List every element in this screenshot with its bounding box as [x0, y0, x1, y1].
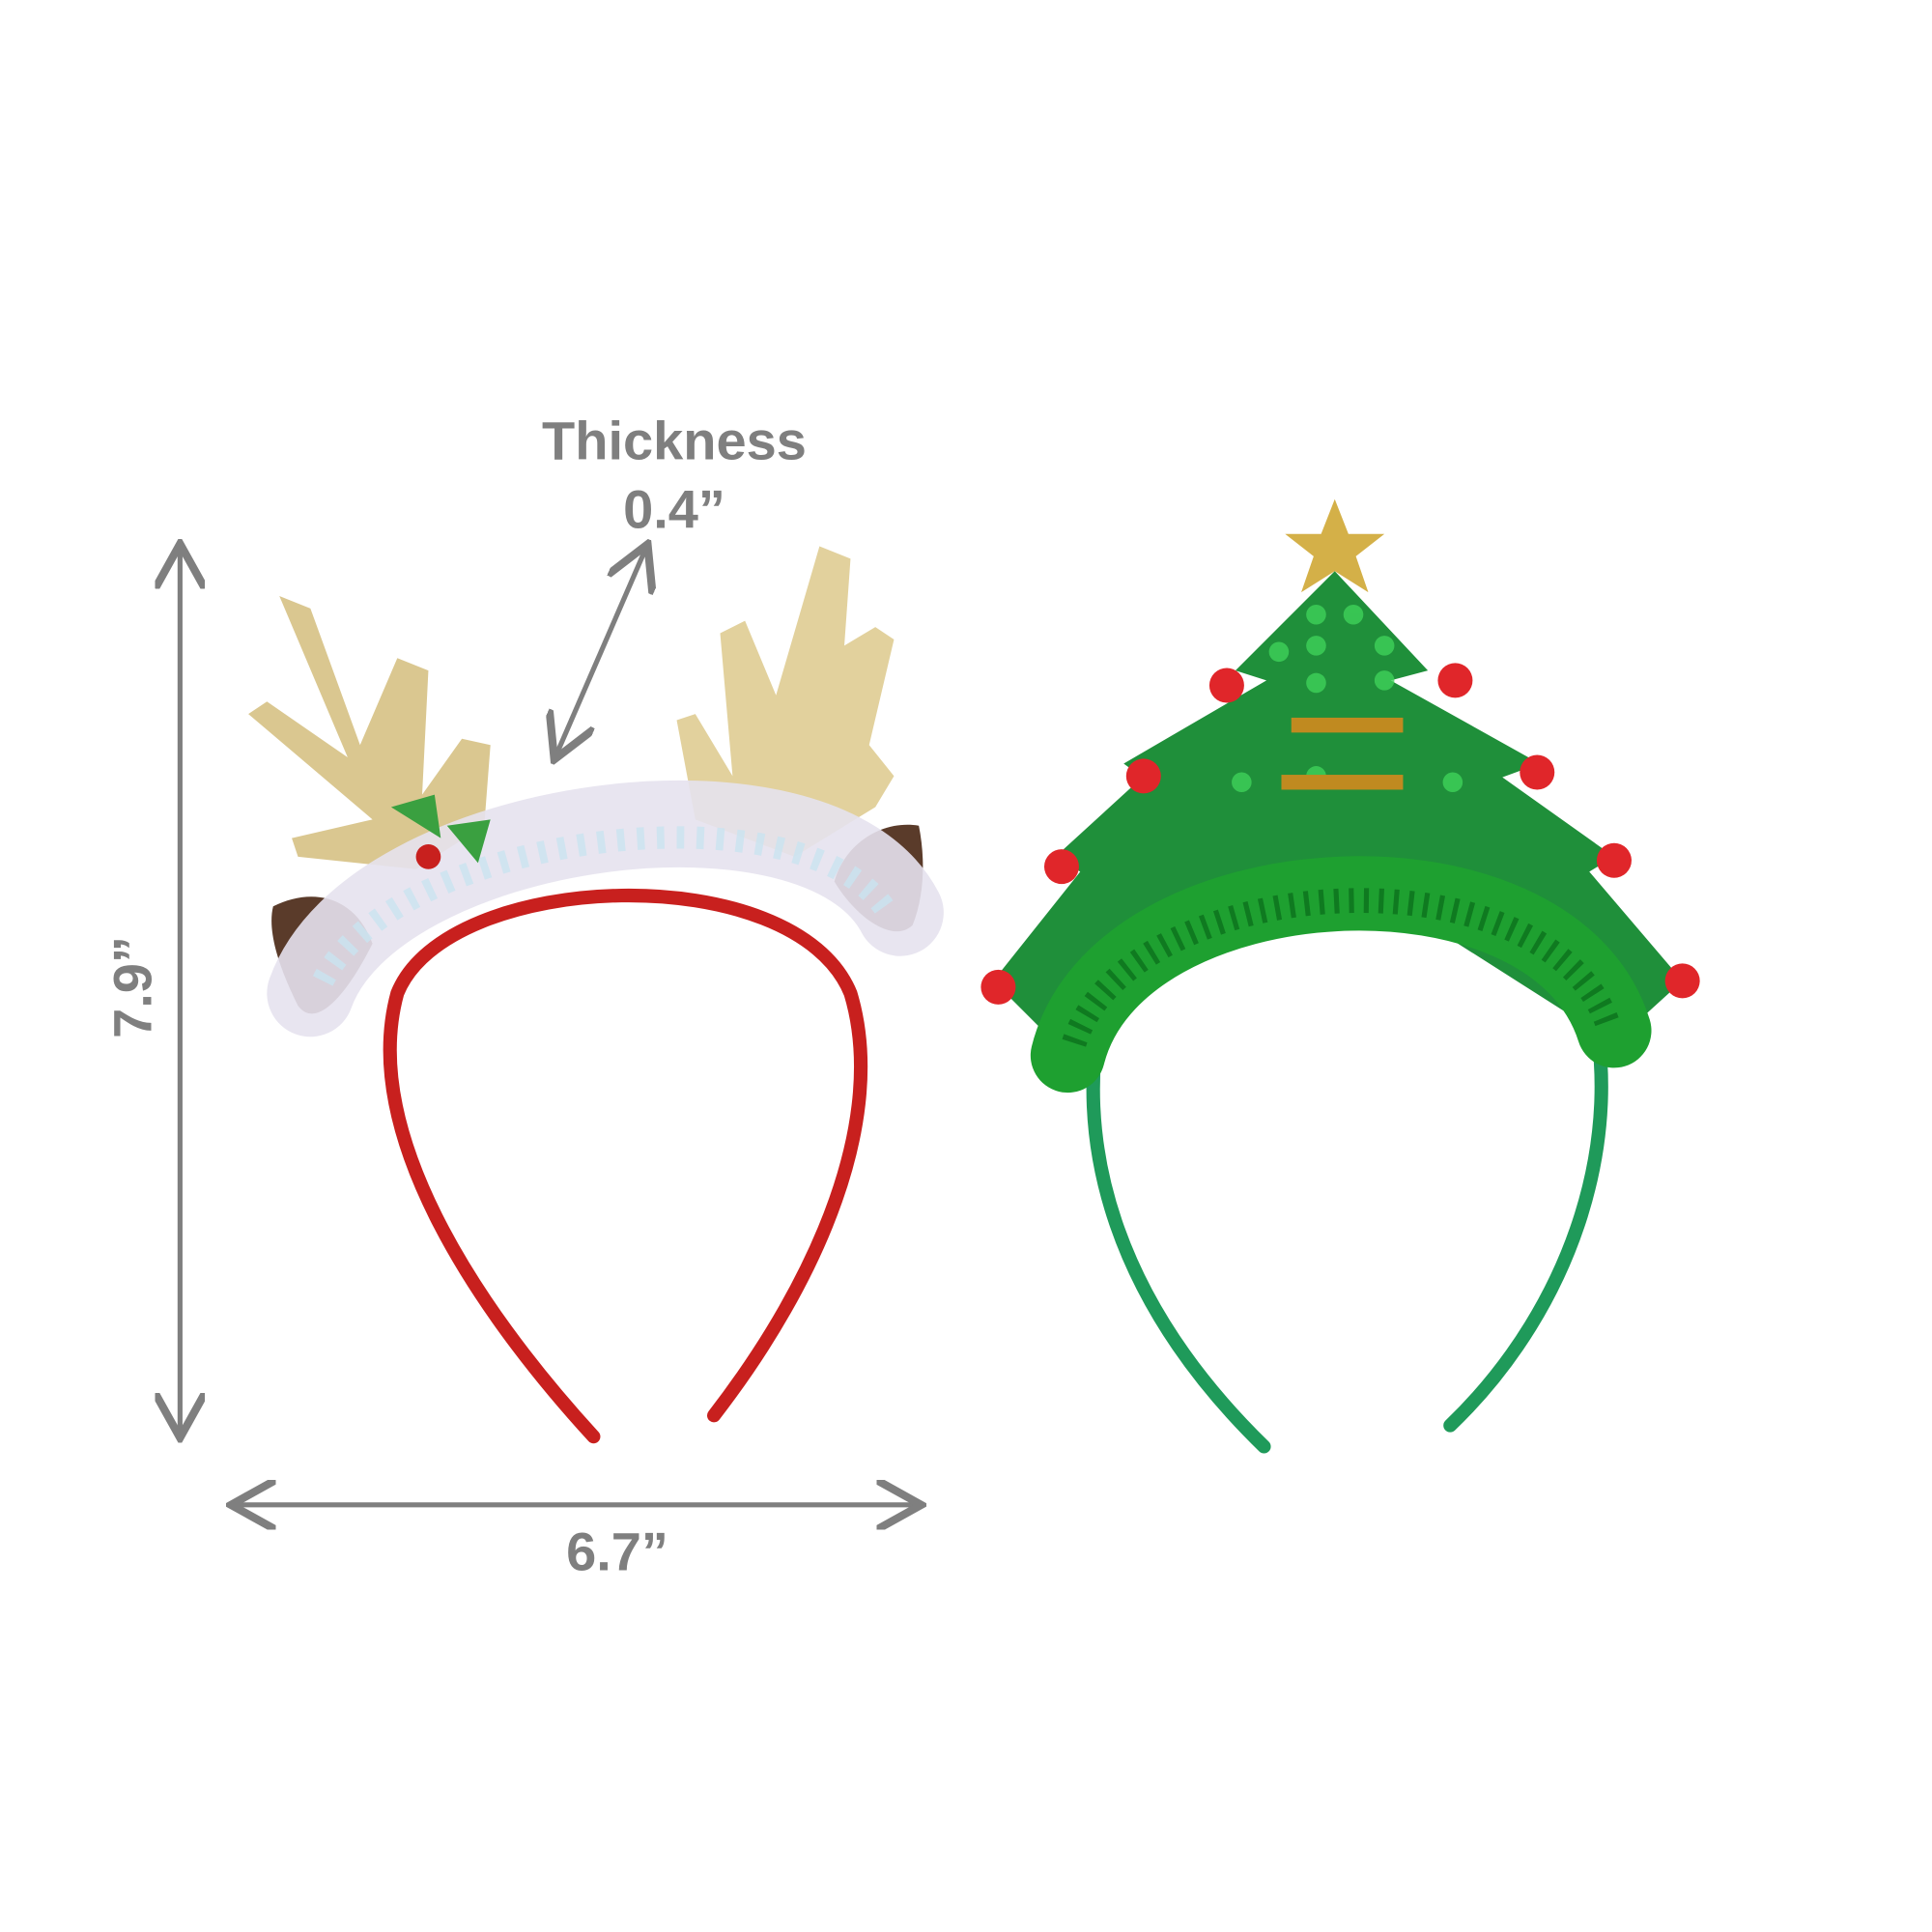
holly-berry-icon — [415, 844, 441, 869]
green-tinsel — [1030, 856, 1652, 1094]
reindeer-headband — [248, 546, 944, 1444]
red-band — [383, 888, 868, 1444]
thickness-value: 0.4” — [623, 478, 725, 540]
thickness-arrow — [556, 549, 646, 754]
gold-stripe — [1291, 717, 1404, 733]
right-antler-icon — [676, 546, 895, 857]
pompom-icons — [980, 663, 1700, 1005]
gold-stripe — [1281, 775, 1404, 790]
star-icon — [1285, 498, 1385, 593]
tree-headband — [980, 498, 1700, 1454]
height-value: 7.9” — [101, 936, 163, 1038]
width-value: 6.7” — [566, 1520, 668, 1582]
thickness-label: Thickness — [542, 410, 807, 471]
holly-leaf-icon — [390, 794, 491, 864]
